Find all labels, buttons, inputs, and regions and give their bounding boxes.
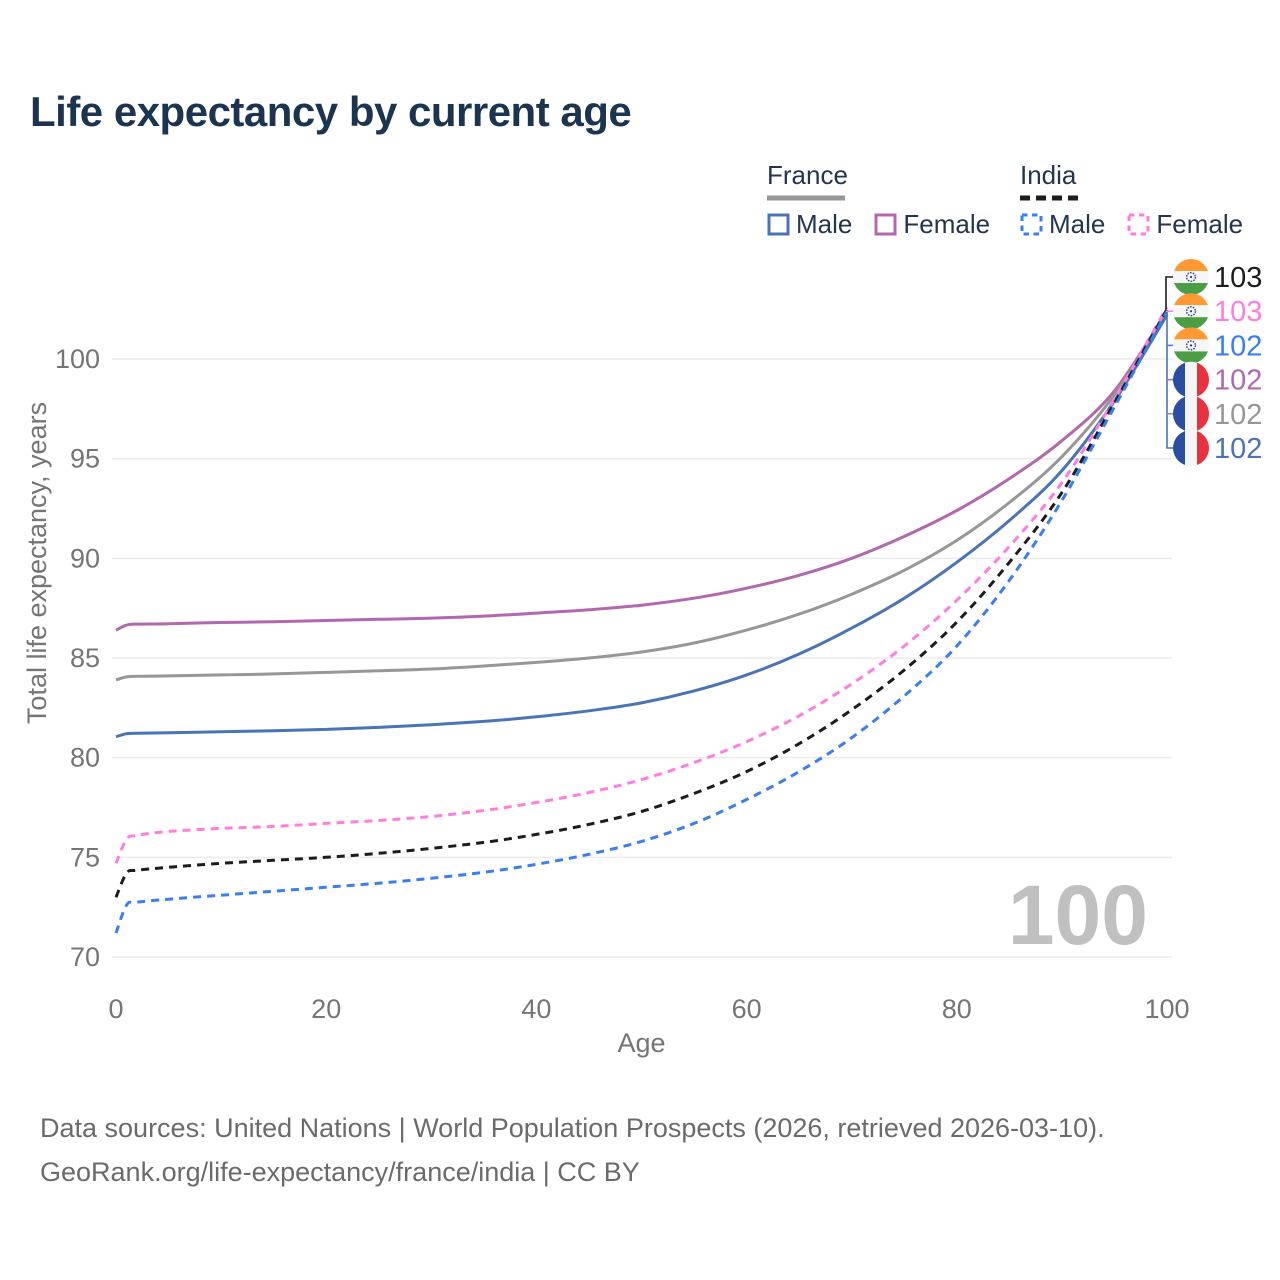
legend-title-france[interactable]: France <box>767 160 848 190</box>
legend-item-india-male[interactable]: Male <box>1020 209 1105 240</box>
france-female-swatch-icon <box>874 213 897 236</box>
series-line-france-all <box>115 312 1169 682</box>
x-tick-label-100: 100 <box>1144 994 1189 1024</box>
legend-title-india[interactable]: India <box>1020 160 1077 190</box>
india-flag-icon <box>1173 327 1209 364</box>
x-tick-label-60: 60 <box>732 994 762 1024</box>
end-value-label-france-male: 102 <box>1214 433 1262 465</box>
france-flag-icon <box>1173 395 1209 432</box>
india-line-sample-icon <box>1020 195 1078 201</box>
france-flag-icon <box>1173 430 1209 466</box>
legend-label-india-female: Female <box>1156 209 1244 239</box>
y-tick-label-70: 70 <box>70 942 100 972</box>
end-value-label-france-female: 102 <box>1214 365 1262 397</box>
legend-item-india-female[interactable]: Female <box>1127 209 1243 240</box>
legend-item-france-female[interactable]: Female <box>874 209 990 240</box>
end-value-label-india-male: 102 <box>1214 330 1262 362</box>
legend-group-france: France Male Female <box>767 160 1012 240</box>
y-tick-label-100: 100 <box>55 344 100 374</box>
series-line-france-female <box>115 310 1169 632</box>
end-value-label-france-all: 102 <box>1214 399 1262 431</box>
legend-group-india: India Male Female <box>1020 160 1265 240</box>
x-tick-label-40: 40 <box>521 994 551 1024</box>
series-line-india-female <box>114 306 1169 864</box>
france-flag-icon <box>1173 361 1209 398</box>
x-tick-label-80: 80 <box>942 994 972 1024</box>
leader-line-india-all <box>1165 276 1174 310</box>
france-line-sample-icon <box>767 195 845 201</box>
series-line-france-male <box>115 314 1169 739</box>
legend-row-india: Male Female <box>1020 209 1265 240</box>
y-axis-title: Total life expectancy, years <box>22 402 52 724</box>
footer-attribution[interactable]: GeoRank.org/life-expectancy/france/india… <box>40 1157 640 1187</box>
y-tick-label-85: 85 <box>70 643 100 673</box>
legend-label-france-female: Female <box>903 209 991 239</box>
x-axis-title: Age <box>617 1028 665 1058</box>
end-value-label-india-female: 103 <box>1214 296 1262 328</box>
india-flag-icon <box>1173 259 1209 295</box>
end-value-label-india-all: 103 <box>1214 262 1262 294</box>
x-tick-label-0: 0 <box>108 994 123 1024</box>
page-title: Life expectancy by current age <box>30 88 632 135</box>
legend-label-france-male: Male <box>796 209 853 239</box>
legend-row-france: Male Female <box>767 209 1012 240</box>
france-male-swatch-icon <box>767 213 790 236</box>
legend-item-france-male[interactable]: Male <box>767 209 852 240</box>
series-line-india-male <box>114 310 1169 934</box>
india-flag-icon <box>1173 293 1209 330</box>
x-tick-label-20: 20 <box>311 994 341 1024</box>
y-tick-label-80: 80 <box>70 743 100 773</box>
series-line-india-all <box>114 308 1169 898</box>
y-tick-label-90: 90 <box>70 543 100 573</box>
footer-sources: Data sources: United Nations | World Pop… <box>40 1113 1105 1143</box>
y-tick-label-95: 95 <box>70 444 100 474</box>
legend-label-india-male: Male <box>1049 209 1106 239</box>
leader-line-france-male <box>1166 313 1174 449</box>
watermark-age-100: 100 <box>1008 868 1148 962</box>
footer: Data sources: United Nations | World Pop… <box>40 1106 1105 1194</box>
y-tick-label-75: 75 <box>70 842 100 872</box>
